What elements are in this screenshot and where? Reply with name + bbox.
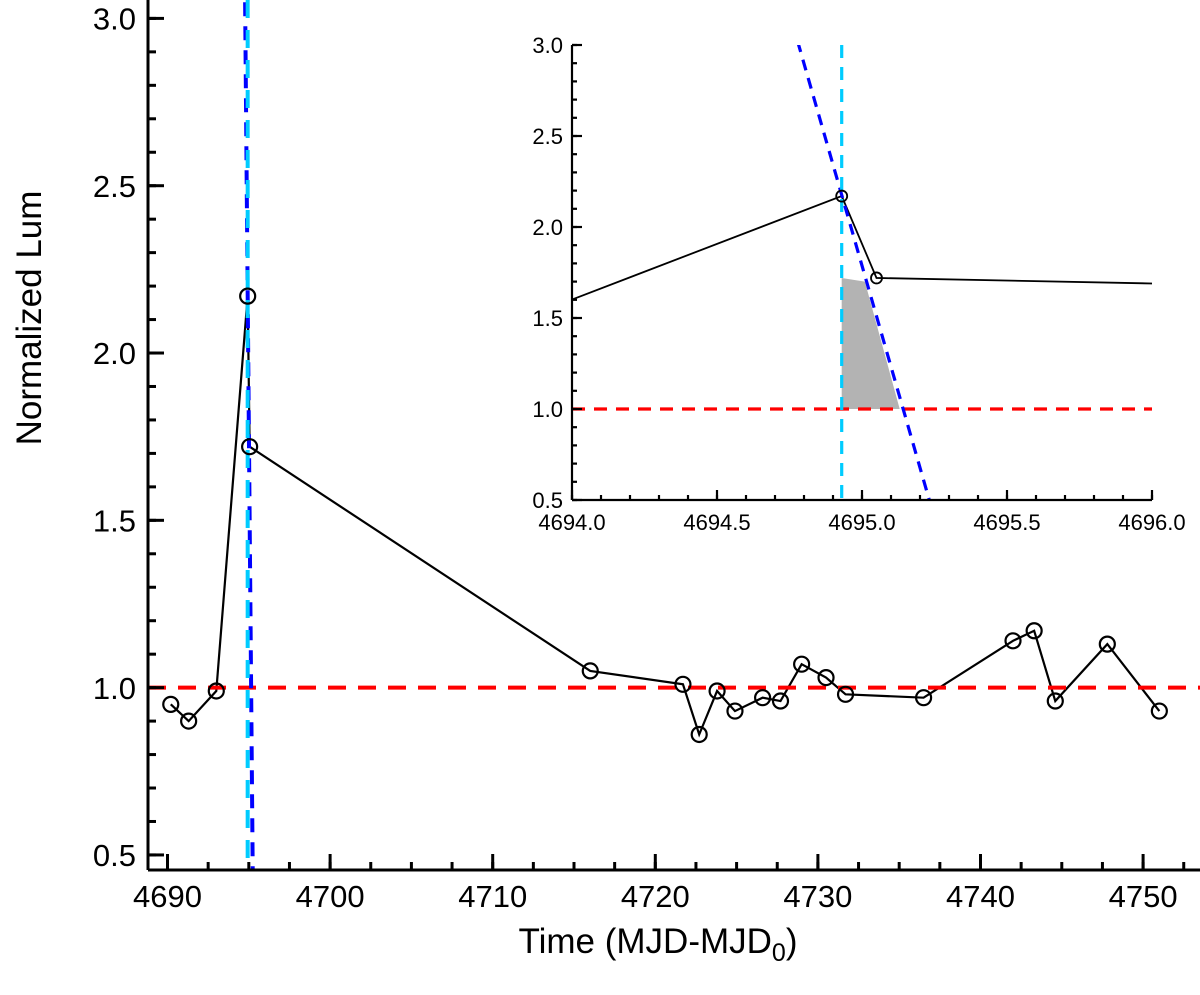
main-plot-x-tick-label: 4690 <box>133 879 202 914</box>
data-point-marker <box>726 702 744 720</box>
data-point-marker <box>870 271 883 285</box>
main-plot-y-tick-label: 3.0 <box>93 2 136 37</box>
data-point-marker <box>771 692 790 710</box>
main-plot-x-tick-label: 4730 <box>783 879 852 914</box>
data-point-marker <box>1025 622 1043 640</box>
main-plot-x-tick-label: 4720 <box>621 879 690 914</box>
inset-plot-axes <box>570 43 1154 502</box>
data-point-markers <box>162 287 1168 744</box>
data-point-marker <box>180 712 198 730</box>
data-point-marker <box>793 655 811 673</box>
light-curve-line <box>572 194 1152 301</box>
main-plot-x-tick-label: 4740 <box>946 879 1015 914</box>
inset-plot-y-tick-label: 1.0 <box>532 397 563 422</box>
data-point-marker <box>708 682 726 700</box>
data-point-marker <box>754 689 772 707</box>
data-point-marker <box>1004 632 1022 650</box>
inset-plot-y-tick-label: 0.5 <box>532 488 563 513</box>
x-axis-label: Time (MJD-MJD0) <box>519 922 798 968</box>
main-plot-x-tick-label: 4750 <box>1109 879 1178 914</box>
x-axis-label-suffix: ) <box>785 922 798 961</box>
data-point-markers <box>835 189 883 285</box>
inset-plot: 4694.0 4694.5 4695.0 4695.5 4696.0 0.5 1.0 1.5 2… <box>532 33 1185 535</box>
data-point-marker <box>836 685 855 703</box>
main-plot-y-tick-label: 0.5 <box>93 838 136 873</box>
data-point-marker <box>162 695 180 713</box>
inset-plot-y-tick-label: 1.5 <box>532 306 563 331</box>
data-point-marker <box>690 725 708 744</box>
inset-plot-x-tick-label: 4694.5 <box>683 510 750 535</box>
main-plot-tick-labels: 4690 4700 4710 4720 4730 4740 4750 0.5 1.0 1.5 2.0… <box>93 2 1178 914</box>
main-plot: 4690 4700 4710 4720 4730 4740 4750 0.5 1.0 1.5 2.0… <box>93 0 1200 914</box>
y-axis-label: Normalized Lum <box>10 190 49 446</box>
main-plot-axes <box>146 0 1200 872</box>
x-axis-label-text: Time (MJD-MJD <box>518 922 772 961</box>
data-point-marker <box>817 668 835 687</box>
main-plot-y-tick-label: 1.5 <box>93 503 136 538</box>
data-point-marker <box>674 675 692 693</box>
main-plot-y-tick-label: 2.0 <box>93 336 136 371</box>
inset-plot-background <box>572 45 1152 500</box>
main-plot-x-tick-label: 4710 <box>458 879 527 914</box>
data-point-marker <box>1046 692 1064 710</box>
inset-plot-x-tick-label: 4695.5 <box>973 510 1040 535</box>
inset-plot-x-tick-label: 4696.0 <box>1118 510 1185 535</box>
main-plot-y-tick-label: 1.0 <box>93 671 136 706</box>
main-plot-x-tick-label: 4700 <box>296 879 365 914</box>
data-point-marker <box>581 662 599 680</box>
decay-slope-reference-line <box>797 45 931 500</box>
inset-plot-x-tick-label: 4695.0 <box>828 510 895 535</box>
main-plot-y-tick-label: 2.5 <box>93 169 136 204</box>
inset-plot-tick-labels: 4694.0 4694.5 4695.0 4695.5 4696.0 0.5 1.0 1.5 2… <box>532 33 1185 535</box>
data-point-marker <box>239 287 257 305</box>
data-point-marker <box>241 438 259 456</box>
data-point-marker <box>914 689 933 707</box>
x-axis-label-subscript: 0 <box>771 939 786 967</box>
data-point-marker <box>835 189 849 203</box>
data-point-marker <box>1150 702 1168 720</box>
data-point-marker <box>207 682 225 700</box>
inset-plot-y-tick-label: 2.0 <box>532 215 563 240</box>
inset-plot-x-tick-label: 4694.0 <box>538 510 605 535</box>
inset-plot-y-tick-label: 2.5 <box>532 124 563 149</box>
inset-plot-y-tick-label: 3.0 <box>532 33 563 58</box>
data-point-marker <box>1098 635 1116 653</box>
shaded-integration-region <box>841 277 900 409</box>
